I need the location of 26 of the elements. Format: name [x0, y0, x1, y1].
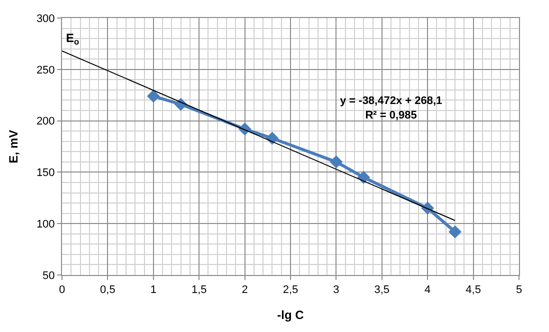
y-axis-title: E, mV	[6, 130, 21, 164]
x-tick-label: 3	[333, 284, 340, 296]
point	[357, 170, 370, 184]
annotation: R² = 0,985	[365, 109, 417, 122]
x-tick-label: 4	[424, 284, 431, 296]
x-tick-label: 0,5	[100, 284, 116, 296]
x-tick-label: 0	[58, 284, 66, 296]
annotation: E$_{o}$	[66, 31, 80, 47]
point	[146, 90, 160, 103]
y-tick-label: 50	[42, 270, 55, 282]
x-tick-label: 3,5	[374, 284, 390, 296]
y-tick-label: 150	[36, 167, 55, 180]
point	[330, 155, 343, 168]
y-tick-label: 200	[36, 116, 55, 128]
x-tick-label: 1	[150, 284, 156, 296]
point	[448, 225, 462, 238]
y-tick-label: 100	[36, 218, 55, 230]
x-axis-title: -lg C	[277, 308, 304, 322]
y-tick-label: 300	[36, 12, 55, 25]
x-tick-label: 2	[242, 284, 248, 296]
x-tick-label: 1,5	[191, 284, 207, 296]
y-tick-label: 250	[36, 64, 55, 76]
x-tick-label: 5	[516, 284, 522, 296]
annotation: y = -38,472x + 268,1	[340, 95, 442, 107]
x-tick-label: 4,5	[466, 284, 481, 296]
x-tick-label: 2,5	[282, 284, 298, 296]
